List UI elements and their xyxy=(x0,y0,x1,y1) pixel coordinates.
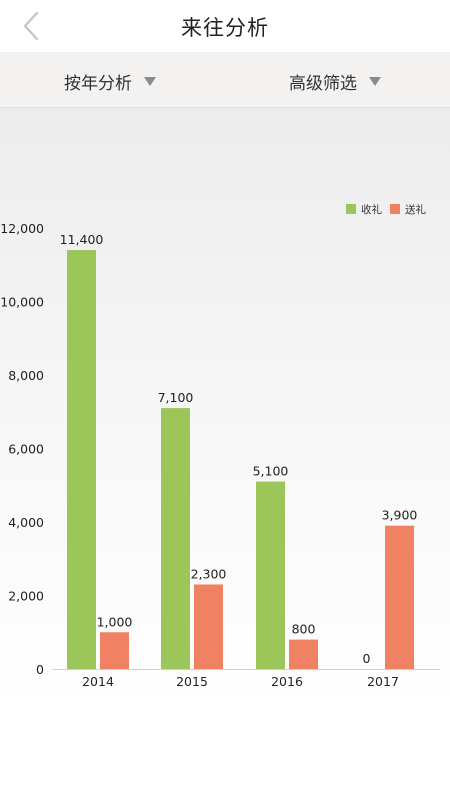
data-label: 1,000 xyxy=(97,614,133,629)
advanced-filter-dropdown[interactable]: 高级筛选 xyxy=(289,69,381,94)
dropdown-triangle-icon xyxy=(144,77,156,86)
bar-sent xyxy=(289,639,318,669)
legend-label: 送礼 xyxy=(405,203,426,216)
dropdown-triangle-icon xyxy=(369,77,381,86)
page-title: 来往分析 xyxy=(181,16,269,40)
bar-received xyxy=(161,408,190,669)
year-analysis-dropdown[interactable]: 按年分析 xyxy=(64,69,156,94)
y-tick-label: 4,000 xyxy=(8,515,44,530)
data-label: 2,300 xyxy=(191,566,227,581)
legend-swatch xyxy=(390,204,400,214)
y-tick-label: 12,000 xyxy=(0,221,44,236)
bar-sent xyxy=(385,525,414,669)
data-label: 800 xyxy=(292,622,316,637)
filter-bar: 按年分析 高级筛选 xyxy=(0,52,450,108)
y-tick-label: 0 xyxy=(36,662,44,677)
bar-received xyxy=(256,481,285,669)
bar-sent xyxy=(100,632,129,669)
y-tick-label: 2,000 xyxy=(8,589,44,604)
y-tick-label: 10,000 xyxy=(0,295,44,310)
data-label: 5,100 xyxy=(253,464,289,479)
legend-swatch xyxy=(346,204,356,214)
data-label: 11,400 xyxy=(60,232,104,247)
bar-received xyxy=(67,250,96,670)
data-label: 0 xyxy=(363,651,371,666)
year-analysis-label: 按年分析 xyxy=(64,74,132,94)
advanced-filter-label: 高级筛选 xyxy=(289,74,357,94)
chevron-left-icon xyxy=(23,11,39,41)
bar-chart: 0 2,000 4,000 6,000 8,000 10,000 12,000 11,400 1… xyxy=(0,203,440,689)
y-tick-label: 6,000 xyxy=(8,442,44,457)
x-tick-label: 2016 xyxy=(271,674,303,689)
y-tick-label: 8,000 xyxy=(8,368,44,383)
bar-sent xyxy=(194,584,223,669)
data-label: 7,100 xyxy=(158,390,194,405)
x-tick-label: 2014 xyxy=(82,674,114,689)
data-label: 3,900 xyxy=(382,508,418,523)
legend-label: 收礼 xyxy=(361,203,382,216)
chart-area: 0 2,000 4,000 6,000 8,000 10,000 12,000 11,400 1… xyxy=(0,108,450,708)
x-tick-label: 2017 xyxy=(367,674,399,689)
back-button[interactable] xyxy=(18,10,48,42)
x-tick-label: 2015 xyxy=(176,674,208,689)
top-app-bar: 来往分析 xyxy=(0,0,450,52)
